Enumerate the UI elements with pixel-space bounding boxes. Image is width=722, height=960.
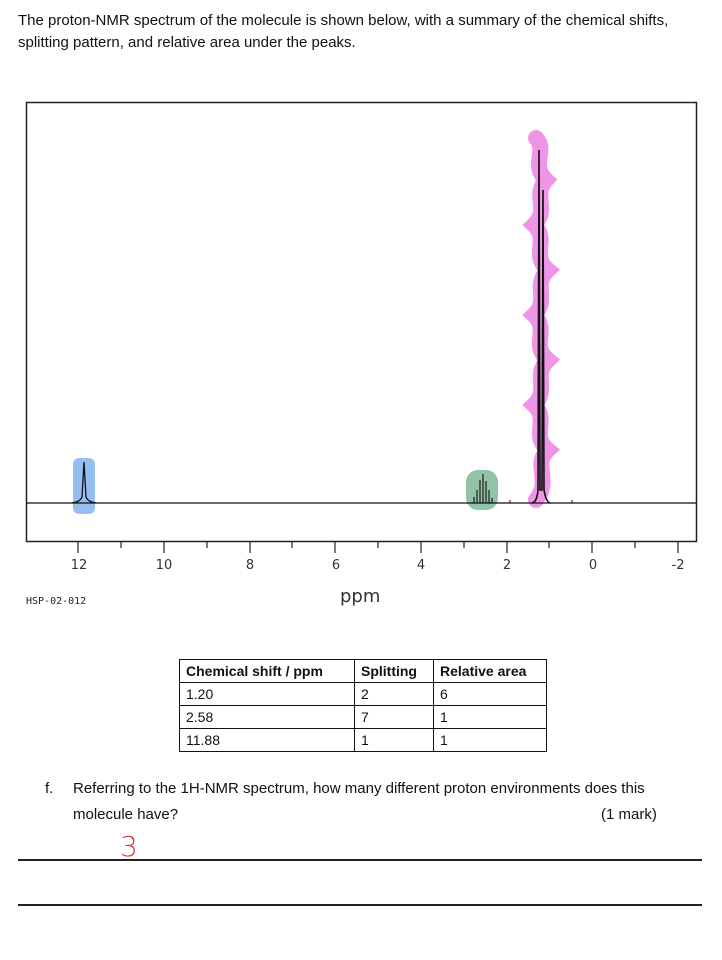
x-axis-title: ppm bbox=[340, 586, 381, 607]
question-text: Referring to the 1H-NMR spectrum, how ma… bbox=[73, 780, 645, 823]
cell-area: 1 bbox=[433, 728, 547, 752]
header-splitting: Splitting bbox=[354, 659, 434, 683]
tick-label-12: 12 bbox=[70, 558, 88, 573]
cell-shift: 2.58 bbox=[179, 705, 355, 729]
highlight-green-2-58 bbox=[466, 470, 498, 510]
nmr-spectrum: 12 10 8 6 4 2 0 -2 HSP-02-012 ppm bbox=[25, 101, 698, 607]
cell-area: 6 bbox=[433, 682, 547, 706]
nmr-summary-table: Chemical shift / ppm Splitting Relative … bbox=[179, 659, 547, 752]
table-row: 1.20 2 6 bbox=[179, 682, 547, 706]
tick-label-4: 4 bbox=[416, 558, 426, 573]
highlight-blue-11-88 bbox=[73, 458, 95, 514]
tick-label-10: 10 bbox=[155, 558, 173, 573]
answer-line-1 bbox=[18, 859, 702, 861]
question-marks: (1 mark) bbox=[601, 806, 657, 823]
tick-label-2: 2 bbox=[502, 558, 512, 573]
highlight-pink-1-20 bbox=[522, 130, 561, 508]
tick-label-minus-2: -2 bbox=[671, 558, 685, 573]
spectrum-code-label: HSP-02-012 bbox=[26, 596, 87, 607]
peak-2-58-septet bbox=[473, 474, 493, 503]
peak-11-88 bbox=[71, 461, 97, 504]
intro-paragraph: The proton-NMR spectrum of the molecule … bbox=[18, 12, 669, 51]
tick-label-6: 6 bbox=[331, 558, 341, 573]
spectrum-plot bbox=[25, 101, 698, 553]
question-letter: f. bbox=[45, 780, 54, 797]
header-chemical-shift: Chemical shift / ppm bbox=[179, 659, 355, 683]
peak-1-20-doublet bbox=[531, 149, 551, 504]
tick-label-8: 8 bbox=[245, 558, 255, 573]
cell-shift: 11.88 bbox=[179, 728, 355, 752]
x-axis-ticks bbox=[77, 542, 679, 553]
table-row: 11.88 1 1 bbox=[179, 728, 547, 752]
answer-line-2 bbox=[18, 904, 702, 906]
table-row: 2.58 7 1 bbox=[179, 705, 547, 729]
cell-area: 1 bbox=[433, 705, 547, 729]
tick-label-0: 0 bbox=[588, 558, 598, 573]
handwritten-answer: 3 bbox=[120, 830, 138, 863]
header-relative-area: Relative area bbox=[433, 659, 547, 683]
cell-shift: 1.20 bbox=[179, 682, 355, 706]
table-header-row: Chemical shift / ppm Splitting Relative … bbox=[179, 659, 547, 683]
cell-splitting: 2 bbox=[354, 682, 434, 706]
plot-frame bbox=[25, 101, 698, 543]
cell-splitting: 7 bbox=[354, 705, 434, 729]
cell-splitting: 1 bbox=[354, 728, 434, 752]
